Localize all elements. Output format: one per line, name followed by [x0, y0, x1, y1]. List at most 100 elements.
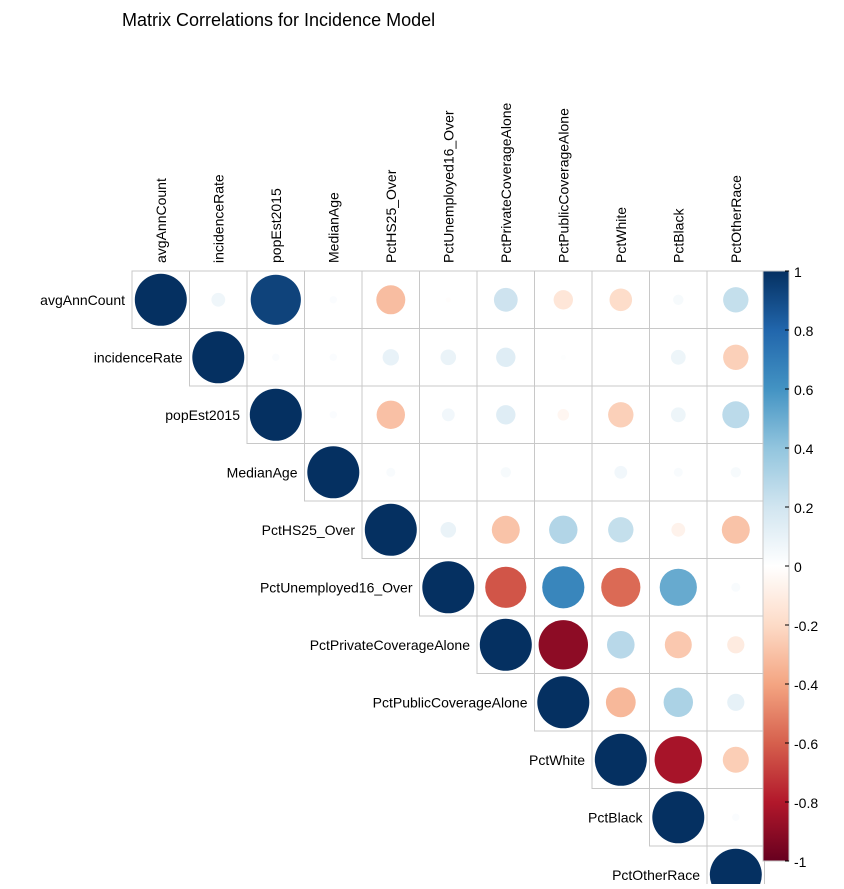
correlation-circle-popEst2015-PctHS25_Over	[376, 400, 405, 429]
colorbar-ticks: 1 0.8 0.6 0.4 0.2 0 -0.2 -0.4 -0.6 -0.8 -1	[785, 264, 818, 870]
column-label-popEst2015: popEst2015	[268, 188, 284, 263]
correlation-circle-avgAnnCount-incidenceRate	[211, 292, 226, 307]
correlation-circle-PctHS25_Over-PctUnemployed16_Over	[440, 522, 457, 538]
row-label-PctBlack: PctBlack	[588, 809, 643, 825]
correlation-circle-incidenceRate-PctPrivateCoverageAlone	[496, 347, 516, 367]
correlation-circle-PctHS25_Over-PctBlack	[671, 522, 686, 537]
correlation-circle-PctPublicCoverageAlone-PctOtherRace	[727, 693, 745, 711]
correlation-circle-incidenceRate-PctBlack	[670, 349, 686, 365]
grid-cell	[706, 845, 765, 889]
correlation-circle-popEst2015-popEst2015	[249, 388, 302, 441]
correlation-circle-avgAnnCount-PctOtherRace	[723, 287, 749, 313]
row-label-PctOtherRace: PctOtherRace	[612, 867, 700, 883]
row-label-PctHS25_Over: PctHS25_Over	[262, 522, 356, 538]
correlation-circle-avgAnnCount-PctBlack	[673, 294, 684, 305]
chart-title: Matrix Correlations for Incidence Model	[122, 10, 435, 30]
correlation-circle-PctHS25_Over-PctPublicCoverageAlone	[549, 515, 578, 544]
grid-cell	[534, 443, 593, 502]
correlation-circle-PctPublicCoverageAlone-PctBlack	[663, 687, 693, 717]
correlation-circle-avgAnnCount-PctUnemployed16_Over	[445, 297, 451, 303]
correlation-circle-incidenceRate-PctOtherRace	[723, 344, 749, 370]
column-label-PctBlack: PctBlack	[670, 208, 686, 263]
correlation-circle-PctHS25_Over-PctOtherRace	[721, 515, 750, 544]
correlation-circle-incidenceRate-incidenceRate	[192, 331, 245, 384]
column-label-PctOtherRace: PctOtherRace	[728, 175, 744, 263]
correlation-circle-PctPublicCoverageAlone-PctPublicCoverageAlone	[537, 676, 590, 729]
correlation-circles	[134, 273, 762, 889]
column-label-MedianAge: MedianAge	[325, 192, 341, 263]
correlation-circle-avgAnnCount-PctWhite	[609, 288, 633, 312]
column-label-incidenceRate: incidenceRate	[210, 174, 226, 263]
correlation-circle-PctPrivateCoverageAlone-PctPrivateCoverageAlone	[479, 618, 532, 671]
correlation-circle-PctPrivateCoverageAlone-PctOtherRace	[727, 636, 745, 654]
correlation-circle-popEst2015-PctPublicCoverageAlone	[557, 409, 570, 421]
column-label-PctWhite: PctWhite	[613, 207, 629, 263]
correlation-circle-popEst2015-PctPrivateCoverageAlone	[496, 405, 516, 425]
correlation-circle-MedianAge-PctHS25_Over	[386, 467, 396, 477]
colorbar-tick-label: -0.2	[794, 618, 818, 634]
correlation-circle-MedianAge-PctPrivateCoverageAlone	[500, 467, 511, 478]
correlation-circle-MedianAge-PctWhite	[614, 465, 628, 479]
correlation-circle-incidenceRate-PctUnemployed16_Over	[440, 349, 457, 366]
correlation-circle-PctUnemployed16_Over-PctPrivateCoverageAlone	[485, 566, 527, 608]
correlation-circle-PctWhite-PctBlack	[654, 736, 702, 784]
row-label-PctPublicCoverageAlone: PctPublicCoverageAlone	[373, 694, 528, 710]
correlation-circle-incidenceRate-PctHS25_Over	[382, 349, 399, 366]
correlation-circle-PctWhite-PctWhite	[594, 733, 647, 786]
correlation-circle-popEst2015-PctBlack	[670, 407, 686, 423]
colorbar-tick-label: 0.2	[794, 500, 814, 516]
correlation-circle-PctUnemployed16_Over-PctWhite	[601, 567, 641, 607]
column-labels: avgAnnCount incidenceRate popEst2015 Median…	[153, 102, 744, 263]
correlation-circle-MedianAge-MedianAge	[307, 446, 360, 499]
colorbar-gradient	[762, 270, 790, 862]
correlation-circle-MedianAge-PctBlack	[673, 467, 683, 477]
row-labels: avgAnnCount incidenceRate popEst2015 Median…	[40, 292, 700, 883]
colorbar-tick-label: 0.4	[794, 441, 814, 457]
correlation-circle-PctOtherRace-PctOtherRace	[709, 848, 762, 889]
correlation-circle-PctHS25_Over-PctWhite	[608, 517, 634, 543]
column-label-PctUnemployed16_Over: PctUnemployed16_Over	[440, 110, 456, 263]
colorbar-tick-label: 0.6	[794, 382, 814, 398]
correlation-circle-PctPrivateCoverageAlone-PctWhite	[607, 631, 635, 659]
colorbar-tick-label: -1	[794, 854, 807, 870]
correlation-circle-avgAnnCount-PctHS25_Over	[376, 285, 406, 315]
row-label-PctWhite: PctWhite	[529, 752, 585, 768]
correlation-circle-PctWhite-PctOtherRace	[722, 746, 749, 773]
row-label-avgAnnCount: avgAnnCount	[40, 292, 125, 308]
row-label-incidenceRate: incidenceRate	[94, 349, 183, 365]
column-label-PctPrivateCoverageAlone: PctPrivateCoverageAlone	[498, 102, 514, 263]
correlation-circle-PctPrivateCoverageAlone-PctBlack	[664, 631, 692, 659]
row-label-PctUnemployed16_Over: PctUnemployed16_Over	[260, 579, 413, 595]
grid	[131, 270, 765, 889]
colorbar-tick-label: -0.8	[794, 795, 818, 811]
grid-cell	[419, 443, 478, 502]
colorbar: 1 0.8 0.6 0.4 0.2 0 -0.2 -0.4 -0.6 -0.8 -1	[762, 264, 818, 870]
column-label-PctPublicCoverageAlone: PctPublicCoverageAlone	[555, 108, 571, 263]
correlation-circle-PctUnemployed16_Over-PctBlack	[659, 568, 697, 606]
row-label-popEst2015: popEst2015	[165, 407, 240, 423]
correlation-circle-PctHS25_Over-PctHS25_Over	[364, 503, 417, 556]
correlation-circle-PctHS25_Over-PctPrivateCoverageAlone	[491, 515, 520, 544]
correlation-circle-popEst2015-PctWhite	[608, 402, 634, 428]
column-label-PctHS25_Over: PctHS25_Over	[383, 169, 399, 263]
correlation-circle-PctUnemployed16_Over-PctPublicCoverageAlone	[542, 566, 585, 609]
correlation-circle-popEst2015-PctUnemployed16_Over	[441, 408, 455, 422]
grid-cell	[591, 328, 650, 387]
correlation-circle-incidenceRate-MedianAge	[329, 353, 337, 361]
row-label-MedianAge: MedianAge	[227, 464, 298, 480]
correlation-circle-popEst2015-PctOtherRace	[722, 401, 750, 429]
correlation-circle-PctBlack-PctBlack	[652, 791, 705, 844]
correlation-circle-PctPrivateCoverageAlone-PctPublicCoverageAlone	[538, 620, 588, 670]
correlation-circle-PctPublicCoverageAlone-PctWhite	[605, 687, 636, 718]
correlation-circle-popEst2015-MedianAge	[329, 411, 337, 419]
correlation-circle-avgAnnCount-PctPrivateCoverageAlone	[493, 287, 518, 312]
correlation-circle-avgAnnCount-PctPublicCoverageAlone	[553, 290, 573, 310]
correlation-circle-PctBlack-PctOtherRace	[732, 813, 740, 821]
colorbar-tick-label: 0	[794, 559, 802, 575]
row-label-PctPrivateCoverageAlone: PctPrivateCoverageAlone	[310, 637, 471, 653]
correlation-circle-incidenceRate-PctPublicCoverageAlone	[560, 354, 566, 360]
correlation-circle-avgAnnCount-popEst2015	[250, 274, 301, 325]
correlation-circle-MedianAge-PctOtherRace	[730, 467, 741, 478]
